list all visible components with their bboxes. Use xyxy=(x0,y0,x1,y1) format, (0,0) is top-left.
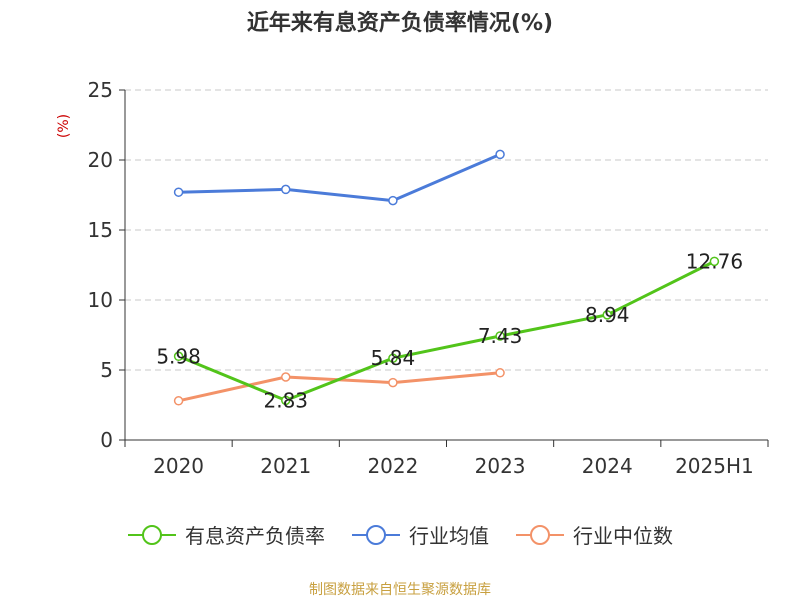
axes: 0 5 10 15 20 25 2020 2021 2022 2023 2024 2025H1 xyxy=(88,78,769,478)
y-tick-label: 20 xyxy=(88,148,113,172)
data-point xyxy=(173,396,184,406)
data-point xyxy=(709,256,720,267)
data-label: 5.84 xyxy=(371,346,416,370)
legend-marker xyxy=(516,524,564,545)
legend: 有息资产负债率 行业均值 行业中位数 xyxy=(0,520,800,549)
x-tick-label: 2023 xyxy=(475,454,526,478)
series-line xyxy=(178,260,716,402)
legend-marker-circle xyxy=(530,524,550,545)
y-tick-label: 5 xyxy=(100,358,113,382)
x-tick-label: 2021 xyxy=(260,454,311,478)
data-point xyxy=(281,184,291,195)
series-line xyxy=(178,153,501,203)
legend-item[interactable]: 行业中位数 xyxy=(515,520,673,549)
data-point xyxy=(495,368,505,378)
gridlines xyxy=(125,89,768,371)
legend-marker xyxy=(128,524,176,545)
source-note: 制图数据来自恒生聚源数据库 xyxy=(309,582,491,598)
data-label: 2.83 xyxy=(263,388,308,412)
y-tick-label: 0 xyxy=(100,428,113,452)
data-point xyxy=(173,351,184,362)
data-label: 5.98 xyxy=(156,344,201,368)
x-tick-label: 2025H1 xyxy=(675,454,754,478)
y-tick-label: 25 xyxy=(88,78,113,102)
data-point xyxy=(173,187,184,197)
legend-marker-circle xyxy=(142,524,162,545)
data-label: 8.94 xyxy=(585,303,630,327)
data-label: 12.76 xyxy=(686,249,743,273)
series-lines xyxy=(173,149,720,406)
legend-item[interactable]: 行业均值 xyxy=(351,520,489,549)
data-labels: 5.98 2.83 5.84 7.43 8.94 12.76 xyxy=(156,249,743,412)
x-tick-label: 2020 xyxy=(153,454,204,478)
legend-label: 行业中位数 xyxy=(573,524,673,548)
y-axis-label: (%) xyxy=(56,114,72,138)
data-point xyxy=(495,149,505,160)
y-tick-label: 10 xyxy=(88,288,113,312)
data-point xyxy=(388,377,398,388)
legend-marker xyxy=(352,524,400,545)
data-point xyxy=(281,395,291,406)
data-point xyxy=(495,331,505,341)
legend-label: 行业均值 xyxy=(409,524,489,548)
chart-title: 近年来有息资产负债率情况(%) xyxy=(246,11,554,36)
y-tick-label: 15 xyxy=(88,218,113,242)
data-point xyxy=(388,195,398,206)
legend-marker-circle xyxy=(366,524,386,545)
x-tick-label: 2022 xyxy=(367,454,418,478)
legend-item[interactable]: 有息资产负债率 xyxy=(127,520,325,549)
legend-label: 有息资产负债率 xyxy=(185,524,325,548)
data-point xyxy=(602,310,612,320)
data-point xyxy=(281,372,291,382)
data-label: 7.43 xyxy=(478,324,523,348)
x-tick-label: 2024 xyxy=(582,454,633,478)
data-point xyxy=(388,353,398,363)
